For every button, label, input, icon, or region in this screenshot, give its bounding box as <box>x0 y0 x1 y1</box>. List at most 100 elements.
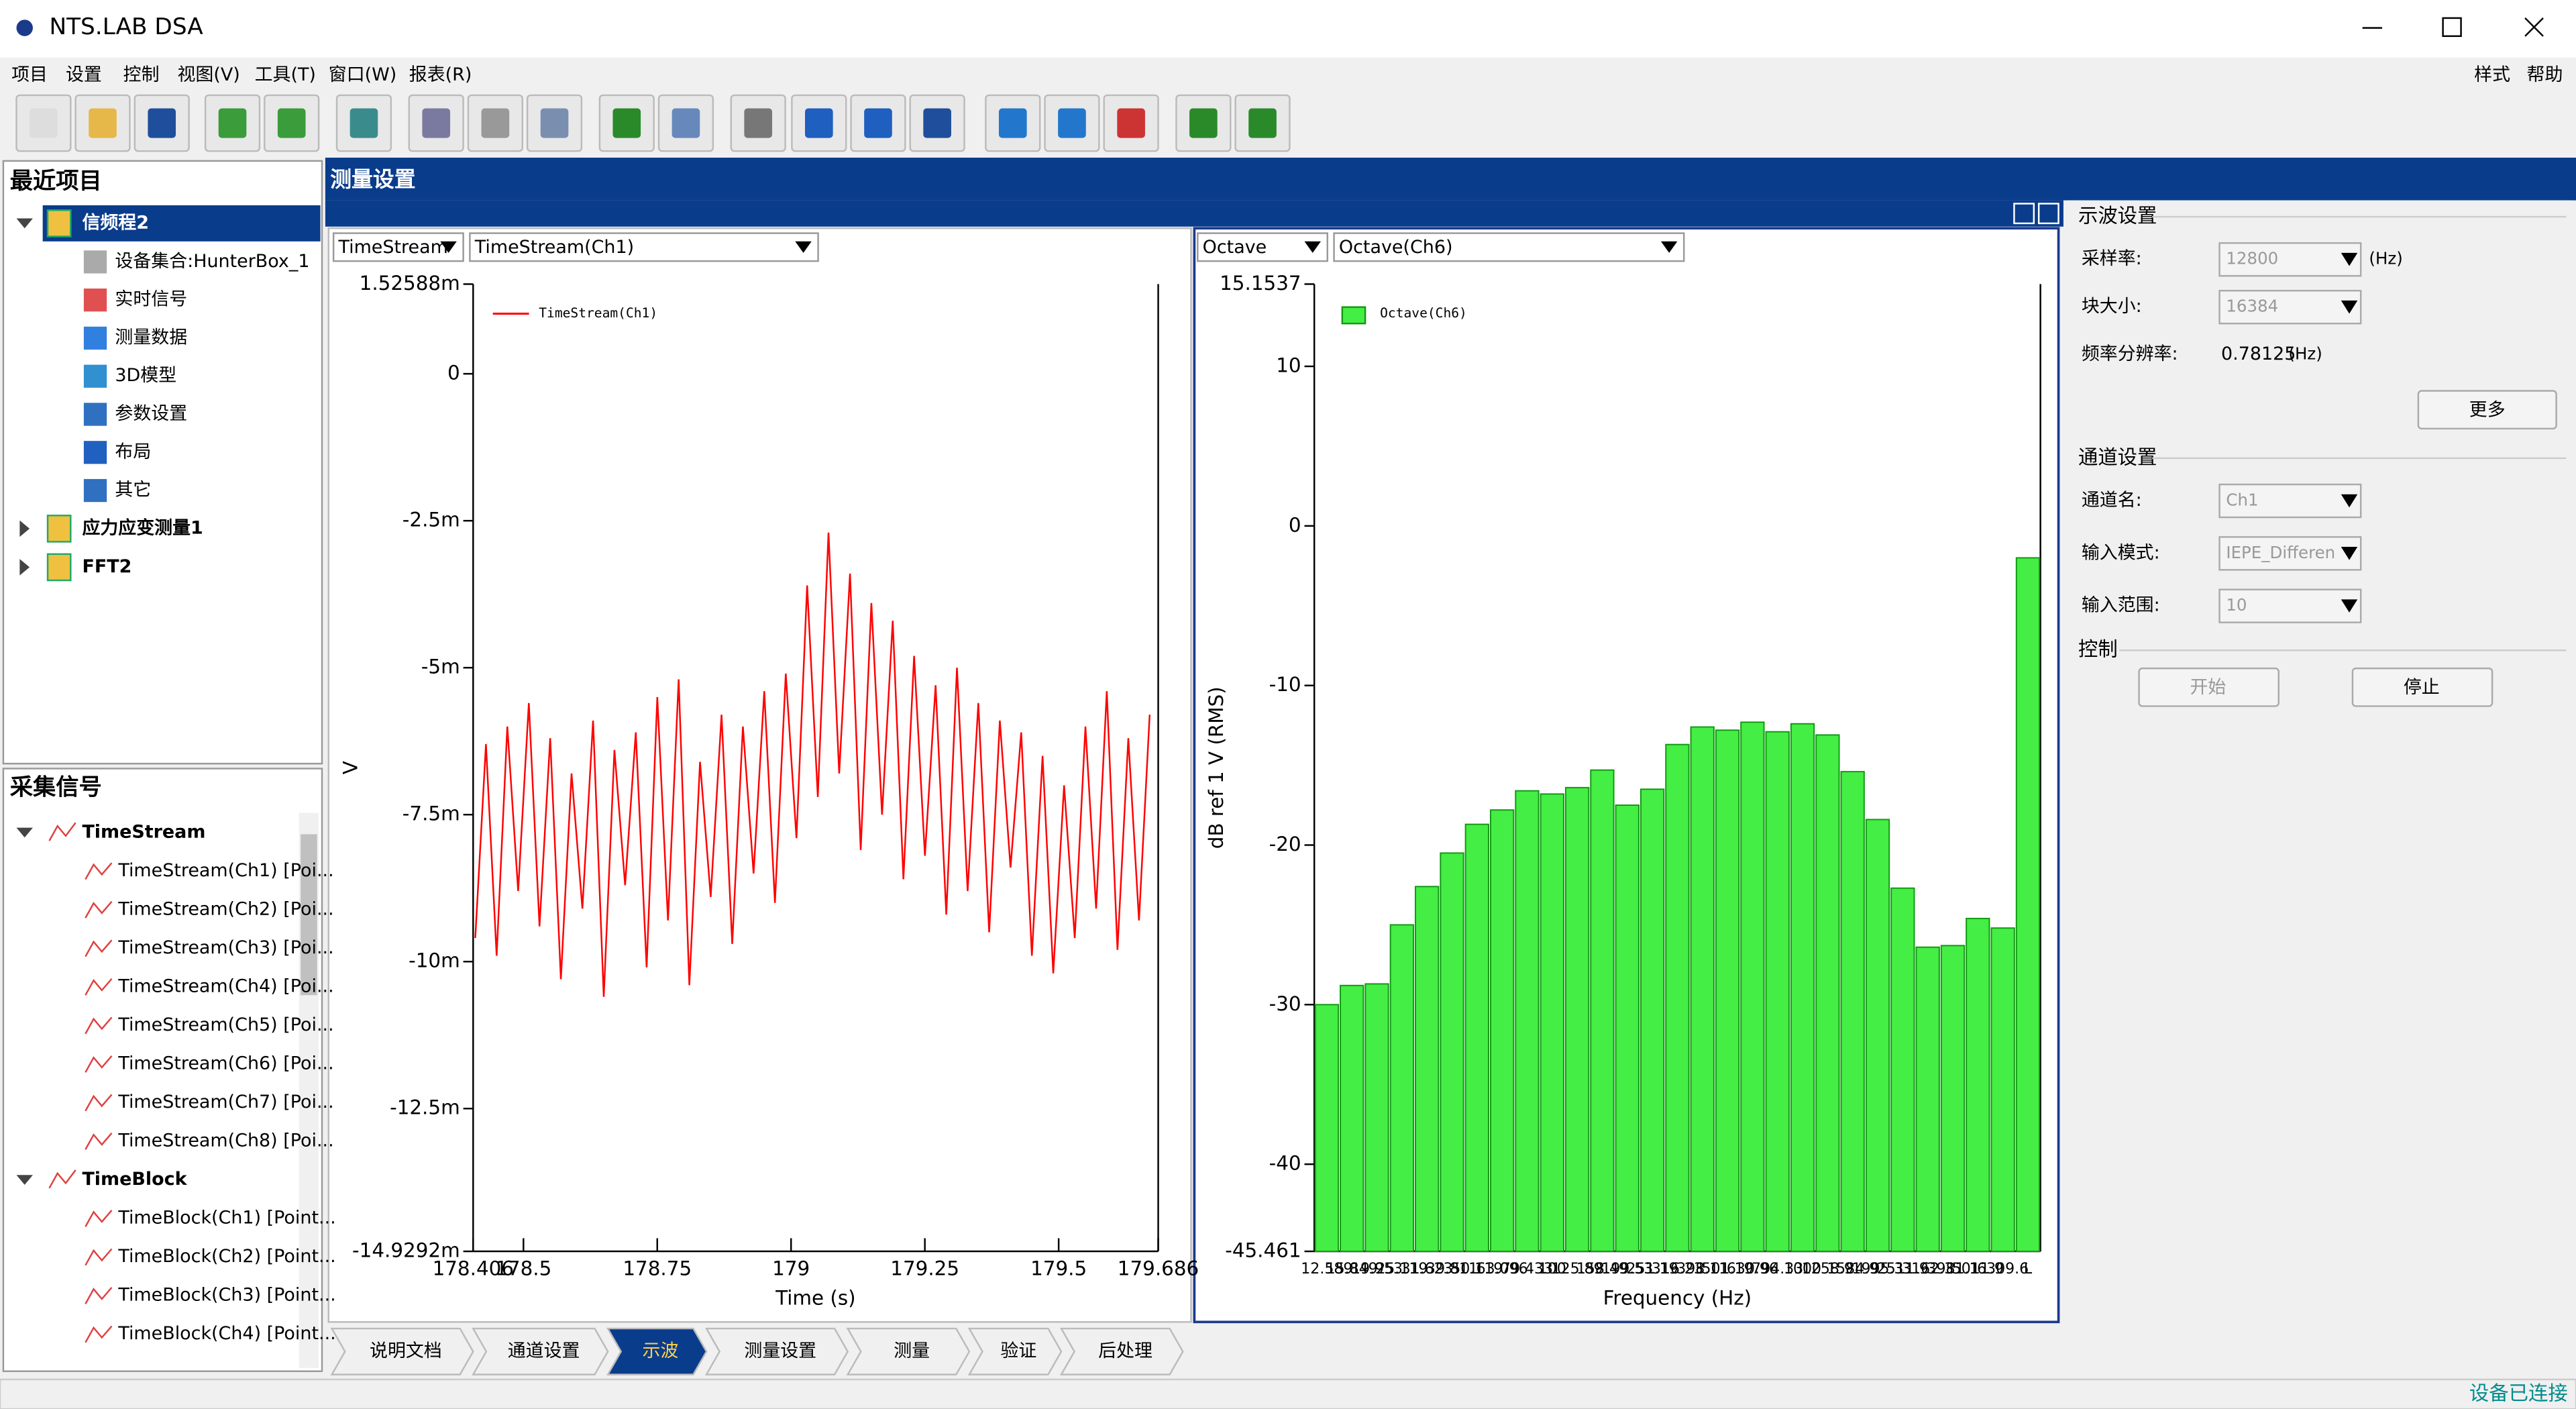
project-child[interactable]: 3D模型 <box>115 365 176 386</box>
project-icon <box>48 515 70 541</box>
signal-item[interactable]: TimeStream(Ch7) [Poi... <box>117 1092 333 1112</box>
y-tick-label: -30 <box>1269 992 1301 1015</box>
workspace-header <box>325 158 2576 201</box>
button-label[interactable]: 开始 <box>2190 677 2226 698</box>
toolbar-icon <box>923 109 951 138</box>
bar <box>1340 986 1363 1251</box>
x-tick-label: 178.75 <box>623 1257 692 1280</box>
signal-item[interactable]: TimeStream(Ch4) [Poi... <box>117 976 333 996</box>
project-child[interactable]: 参数设置 <box>115 403 187 424</box>
project-item[interactable]: 应力应变测量1 <box>82 517 203 538</box>
project-icon <box>48 554 70 580</box>
menu-item[interactable]: 视图(V) <box>177 64 239 85</box>
signal-item[interactable]: TimeStream(Ch6) [Poi... <box>117 1053 333 1074</box>
tab-label[interactable]: 后处理 <box>1098 1341 1152 1361</box>
toolbar-icon <box>30 109 58 138</box>
menu-item[interactable]: 帮助 <box>2527 64 2563 85</box>
menu-item[interactable]: 报表(R) <box>409 64 472 85</box>
bar <box>1816 735 1839 1251</box>
field-value: 12800 <box>2226 249 2278 268</box>
bar <box>1566 788 1589 1251</box>
signal-item[interactable]: TimeStream(Ch1) [Poi... <box>117 860 333 881</box>
project-child[interactable]: 布局 <box>115 441 151 462</box>
menu-item[interactable]: 项目 <box>11 64 48 85</box>
tab-label[interactable]: 说明文档 <box>370 1341 442 1361</box>
project-item[interactable]: FFT2 <box>82 556 131 577</box>
signal-item[interactable]: TimeBlock(Ch3) [Point... <box>117 1285 335 1306</box>
signal-item[interactable]: TimeStream(Ch8) [Poi... <box>117 1131 333 1151</box>
bar <box>1466 825 1489 1251</box>
y-tick-label: 0 <box>447 362 460 384</box>
x-tick-label: 179 <box>772 1257 810 1280</box>
section-title: 通道设置 <box>2078 446 2157 468</box>
menu-item[interactable]: 控制 <box>123 64 160 85</box>
x-axis-label: Frequency (Hz) <box>1603 1287 1752 1310</box>
tree-icon <box>84 250 107 273</box>
menu-item[interactable]: 窗口(W) <box>329 64 397 85</box>
y-tick-label: -10 <box>1269 673 1301 696</box>
toolbar-icon <box>999 109 1027 138</box>
signal-item[interactable]: TimeBlock(Ch4) [Point... <box>117 1323 335 1344</box>
toolbar-icon <box>1117 109 1145 138</box>
bar <box>1966 919 1989 1251</box>
tab-label[interactable]: 验证 <box>1000 1341 1036 1361</box>
toolbar-icon <box>1189 109 1218 138</box>
project-item[interactable]: 信频程2 <box>82 212 149 233</box>
project-child[interactable]: 测量数据 <box>115 327 187 348</box>
field-value: 16384 <box>2226 297 2278 316</box>
workspace-title: 测量设置 <box>330 166 415 192</box>
bar <box>1515 791 1538 1251</box>
signal-item[interactable]: TimeStream(Ch2) [Poi... <box>117 898 333 919</box>
y-tick-label: -7.5m <box>402 802 460 825</box>
project-child[interactable]: 实时信号 <box>115 289 187 310</box>
button-label[interactable]: 停止 <box>2404 677 2440 698</box>
status-text: 设备已连接 <box>2469 1381 2568 1404</box>
signal-group[interactable]: TimeStream <box>82 821 205 842</box>
project-child[interactable]: 其它 <box>115 480 151 501</box>
y-tick-label: 1.52588m <box>360 272 460 295</box>
bar <box>1766 732 1789 1251</box>
bar <box>1641 789 1664 1251</box>
menu-item[interactable]: 工具(T) <box>255 64 316 85</box>
section-title: 示波设置 <box>2078 205 2157 227</box>
toolbar-icon <box>422 109 450 138</box>
tab-label[interactable]: 通道设置 <box>508 1341 580 1361</box>
toolbar-icon <box>744 109 772 138</box>
toolbar-icon <box>1248 109 1277 138</box>
pane-close[interactable] <box>2039 203 2058 223</box>
y-axis-label: dB ref 1 V (RMS) <box>1205 686 1228 849</box>
menu-item[interactable]: 样式 <box>2474 64 2510 85</box>
toolbar-icon <box>864 109 892 138</box>
bar <box>2017 558 2039 1251</box>
pane-button[interactable] <box>2014 203 2033 223</box>
window-title: NTS.LAB DSA <box>49 13 203 40</box>
bar <box>1440 853 1463 1251</box>
x-tick-label: 6309.6 <box>1977 1261 2029 1277</box>
signal-item[interactable]: TimeBlock(Ch1) [Point... <box>117 1208 335 1229</box>
tab-label[interactable]: 示波 <box>643 1341 679 1361</box>
project-child[interactable]: 设备集合:HunterBox_1 <box>115 251 309 272</box>
field-value: 10 <box>2226 595 2247 615</box>
bar <box>1391 925 1413 1251</box>
bar <box>1916 947 1939 1251</box>
app-icon <box>16 19 32 36</box>
signal-group[interactable]: TimeBlock <box>82 1169 187 1190</box>
menu-item[interactable]: 设置 <box>66 64 102 85</box>
field-unit: (Hz) <box>2369 249 2402 268</box>
bar <box>1741 722 1764 1251</box>
button-label[interactable]: 更多 <box>2469 399 2506 420</box>
bar <box>1616 805 1639 1251</box>
signal-item[interactable]: TimeStream(Ch3) [Poi... <box>117 937 333 958</box>
tab-label[interactable]: 测量 <box>894 1341 930 1361</box>
toolbar-icon <box>89 109 117 138</box>
x-tick-label: L <box>2024 1261 2033 1277</box>
bar <box>1415 886 1438 1251</box>
toolbar-icon <box>219 109 247 138</box>
signal-item[interactable]: TimeStream(Ch5) [Poi... <box>117 1014 333 1035</box>
dropdown-text: TimeStream(Ch1) <box>474 237 634 258</box>
field-value: IEPE_Differen <box>2226 543 2335 562</box>
tab-label[interactable]: 测量设置 <box>744 1341 816 1361</box>
dropdown-text: TimeStream <box>337 237 447 258</box>
signal-item[interactable]: TimeBlock(Ch2) [Point... <box>117 1246 335 1267</box>
